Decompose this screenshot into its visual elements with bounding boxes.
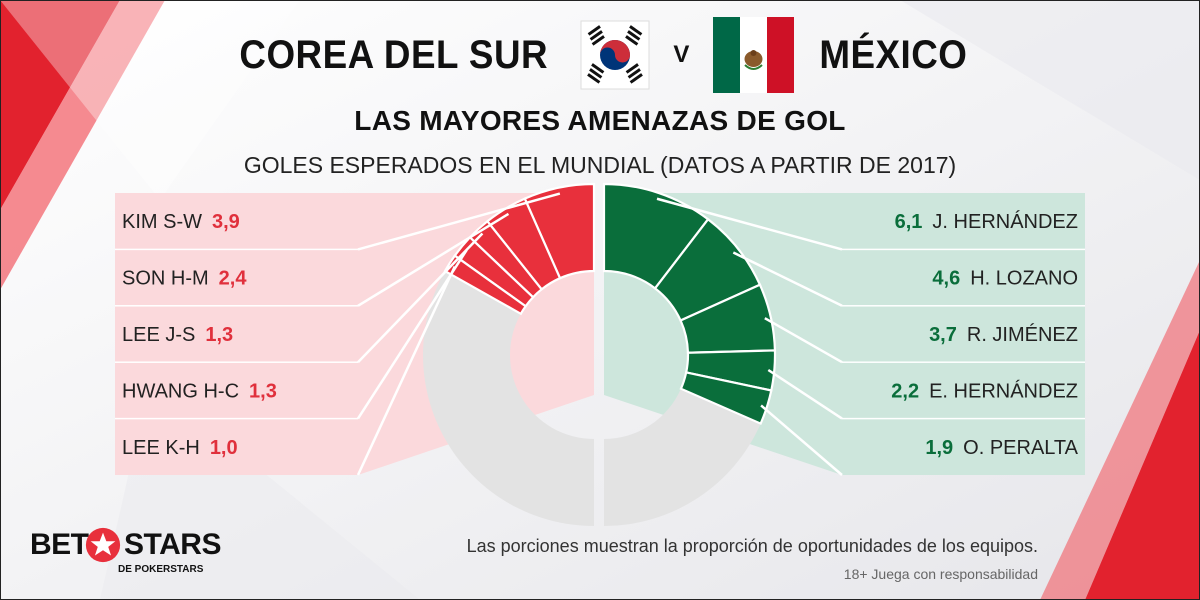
mexico-connector-5 [760,404,843,476]
mexico-flag-icon [713,17,795,93]
disclaimer: 18+ Juega con responsabilidad [843,566,1038,582]
korea-connector-1 [357,192,561,251]
korea-flag-icon [580,20,650,90]
versus-label: V [673,41,690,68]
betstars-logo: BET STARS DE POKERSTARS [30,527,240,578]
mexico-player-xg: 2,2 [891,380,919,402]
team-right-name: MÉXICO [819,32,968,77]
korea-player-xg: 1,3 [205,324,233,346]
mexico-player-name: E. HERNÁNDEZ [929,379,1078,402]
korea-player-xg: 1,0 [210,437,238,459]
korea-row-separator [115,248,358,251]
logo-stars: STARS [124,528,221,561]
korea-player-xg: 2,4 [219,268,248,290]
korea-row-separator [115,361,358,363]
logo-subtitle: DE POKERSTARS [118,564,204,575]
mexico-player-name: J. HERNÁNDEZ [932,210,1078,233]
mexico-player-xg: 1,9 [925,437,953,459]
mexico-row-separator [842,417,1085,420]
korea-connector-3 [357,232,484,364]
korea-row-separator [115,417,358,420]
korea-connector-5 [356,265,456,476]
korea-player-name: HWANG H-C [122,380,239,402]
korea-connector-2 [357,212,510,307]
mexico-player-name: H. LOZANO [970,268,1078,290]
korea-player-name: SON H-M [122,268,209,290]
mexico-connector-1 [656,197,843,251]
mexico-connector-3 [764,317,843,364]
korea-other-chances-slice [423,271,594,526]
mexico-connector-2 [732,251,843,307]
logo-bet: BET [30,528,89,561]
korea-player-name: LEE K-H [122,437,200,459]
mexico-player-xg: 3,7 [929,324,957,346]
star-icon [85,527,121,563]
mexico-player-xg: 4,6 [932,268,960,290]
team-left-name: COREA DEL SUR [239,32,548,77]
chart-subtitle: GOLES ESPERADOS EN EL MUNDIAL (DATOS A P… [243,152,957,178]
mexico-connector-4 [767,368,843,420]
korea-player-name: KIM S-W [122,211,202,233]
mexico-player-name: R. JIMÉNEZ [967,323,1078,346]
footnote: Las porciones muestran la proporción de … [466,536,1038,556]
mexico-row-separator [842,305,1085,307]
korea-player-name: LEE J-S [122,324,195,346]
chart-title: LAS MAYORES AMENAZAS DE GOL [354,105,846,136]
korea-slice-5 [443,254,528,316]
korea-player-xg: 1,3 [249,380,277,402]
korea-row-separator [115,305,358,307]
korea-player-xg: 3,9 [212,211,240,233]
mexico-player-xg: 6,1 [895,211,923,233]
mexico-other-chances-slice [604,388,761,526]
match-header: COREA DEL SUR V MÉXICO [0,12,1200,98]
mexico-row-separator [842,361,1085,363]
mexico-player-name: O. PERALTA [963,437,1079,459]
mexico-slice-5 [679,371,773,426]
mexico-row-separator [842,248,1085,251]
